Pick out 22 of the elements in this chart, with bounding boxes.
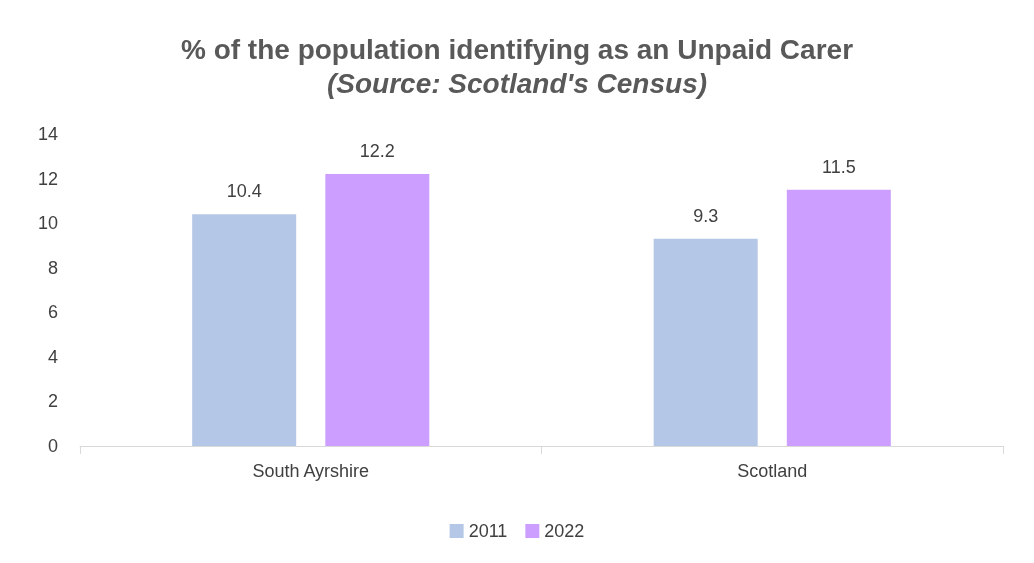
data-label: 11.5 bbox=[821, 156, 856, 177]
y-tick-label: 0 bbox=[47, 436, 58, 456]
bar bbox=[192, 214, 297, 446]
legend-label: 2011 bbox=[468, 521, 508, 541]
bar bbox=[786, 189, 891, 446]
x-tick-label: South Ayrshire bbox=[252, 461, 370, 481]
y-tick-label: 8 bbox=[47, 257, 58, 278]
x-tick-label: Scotland bbox=[737, 461, 808, 481]
y-tick-label: 2 bbox=[47, 391, 58, 412]
chart-subtitle: (Source: Scotland's Census) bbox=[326, 67, 708, 99]
data-label: 12.2 bbox=[359, 141, 395, 162]
y-tick-label: 6 bbox=[47, 302, 58, 323]
y-tick-label: 4 bbox=[47, 346, 58, 367]
chart-title: % of the population identifying as an Unpaid Carer bbox=[180, 33, 854, 65]
legend-label: 2022 bbox=[544, 521, 585, 541]
bar bbox=[325, 174, 430, 446]
data-label: 9.3 bbox=[693, 205, 719, 226]
bar bbox=[653, 238, 758, 446]
y-tick-label: 14 bbox=[37, 124, 58, 144]
y-tick-label: 12 bbox=[37, 168, 58, 189]
y-tick-label: 10 bbox=[37, 213, 58, 234]
data-label: 10.4 bbox=[226, 181, 262, 202]
